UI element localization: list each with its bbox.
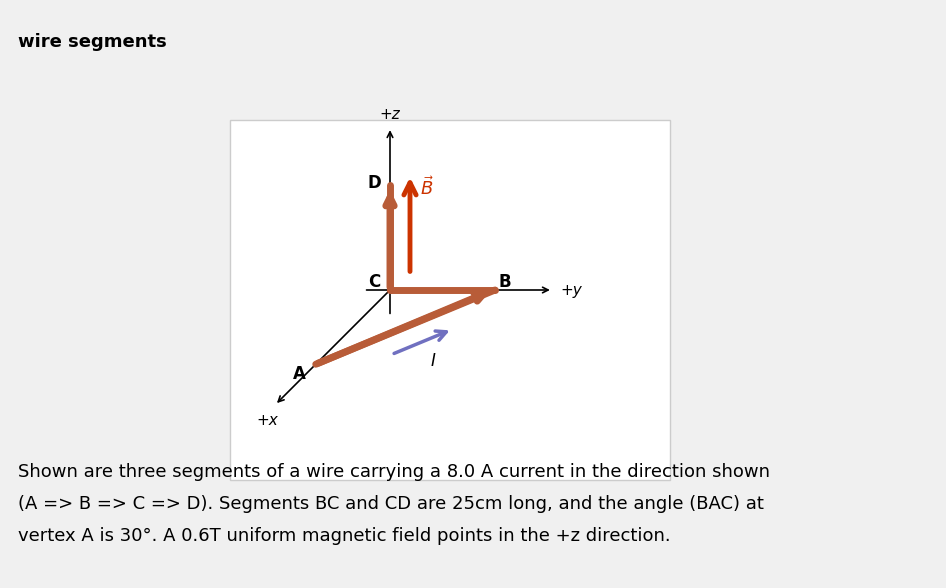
Text: $I$: $I$ <box>430 352 436 370</box>
Text: +z: +z <box>379 107 400 122</box>
Text: B: B <box>499 273 511 291</box>
Text: vertex A is 30°. A 0.6T uniform magnetic field points in the +z direction.: vertex A is 30°. A 0.6T uniform magnetic… <box>18 527 671 545</box>
Text: C: C <box>368 273 380 291</box>
Text: $\vec{B}$: $\vec{B}$ <box>420 176 434 199</box>
Text: Shown are three segments of a wire carrying a 8.0 A current in the direction sho: Shown are three segments of a wire carry… <box>18 463 770 481</box>
Text: +y: +y <box>560 282 582 298</box>
Text: (A => B => C => D). Segments BC and CD are 25cm long, and the angle (BAC) at: (A => B => C => D). Segments BC and CD a… <box>18 495 763 513</box>
Text: D: D <box>367 174 381 192</box>
Text: wire segments: wire segments <box>18 33 166 51</box>
Text: A: A <box>293 365 307 383</box>
FancyBboxPatch shape <box>230 120 670 480</box>
Text: +x: +x <box>256 413 278 427</box>
